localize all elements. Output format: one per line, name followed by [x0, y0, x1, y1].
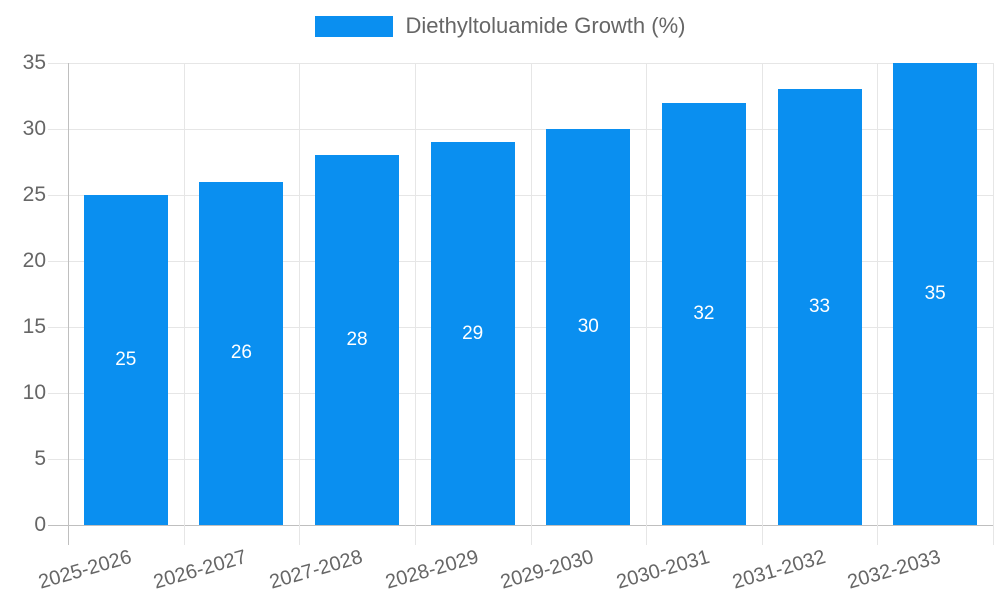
y-axis-line [68, 63, 69, 545]
bar-2032-2033: 35 [893, 63, 978, 525]
legend-item[interactable]: Diethyltoluamide Growth (%) [314, 13, 686, 39]
v-gridline [530, 63, 532, 545]
x-axis-tick-label: 2027-2028 [267, 546, 366, 594]
x-axis-tick-label: 2031-2032 [729, 546, 828, 594]
legend-swatch [314, 15, 393, 37]
bar-value-label: 35 [924, 283, 946, 304]
bar-value-label: 33 [808, 296, 831, 318]
h-gridline [48, 261, 993, 262]
bar-2027-2028: 28 [315, 155, 400, 525]
v-gridline [761, 63, 763, 545]
x-axis-tick-label: 2026-2027 [151, 546, 250, 594]
y-axis-tick-label: 0 [34, 513, 46, 536]
x-axis-tick-label: 2028-2029 [382, 546, 481, 594]
x-axis-line [48, 525, 993, 526]
bar-2030-2031: 32 [661, 102, 746, 525]
v-gridline [646, 63, 648, 545]
x-axis-tick-label: 2025-2026 [35, 546, 134, 594]
bar-2031-2032: 33 [777, 89, 862, 525]
bar-value-label: 26 [230, 342, 252, 364]
x-axis-tick-label: 2029-2030 [498, 546, 597, 594]
bar-2028-2029: 29 [430, 142, 515, 525]
y-axis-tick-label: 5 [34, 447, 46, 470]
v-gridline [877, 63, 879, 545]
y-axis-tick-label: 30 [22, 117, 46, 140]
y-axis-tick-label: 10 [22, 381, 46, 404]
h-gridline [48, 195, 993, 196]
y-axis-tick-label: 35 [22, 51, 46, 74]
v-gridline [299, 63, 301, 545]
bar-value-label: 28 [346, 329, 368, 351]
x-axis-tick-label: 2032-2033 [845, 546, 944, 594]
bar-value-label: 25 [115, 349, 137, 370]
bar-value-label: 32 [693, 302, 715, 324]
bar-value-label: 30 [577, 316, 599, 337]
h-gridline [48, 129, 993, 130]
h-gridline [48, 393, 993, 394]
bar-2025-2026: 25 [83, 195, 168, 525]
h-gridline [48, 459, 993, 460]
bar-2029-2030: 30 [546, 129, 631, 525]
bar-2026-2027: 26 [199, 181, 284, 525]
h-gridline [48, 63, 993, 64]
legend-label: Diethyltoluamide Growth (%) [405, 13, 686, 38]
chart-legend: Diethyltoluamide Growth (%) [0, 13, 1000, 39]
y-axis-tick-label: 15 [22, 315, 46, 338]
v-gridline [183, 63, 185, 545]
x-axis-tick-label: 2030-2031 [613, 546, 713, 594]
y-axis-tick-label: 20 [22, 249, 46, 272]
y-axis-tick-label: 25 [22, 183, 46, 206]
v-gridline [993, 63, 994, 545]
h-gridline [48, 327, 993, 328]
bar-value-label: 29 [462, 322, 484, 344]
v-gridline [414, 63, 416, 545]
